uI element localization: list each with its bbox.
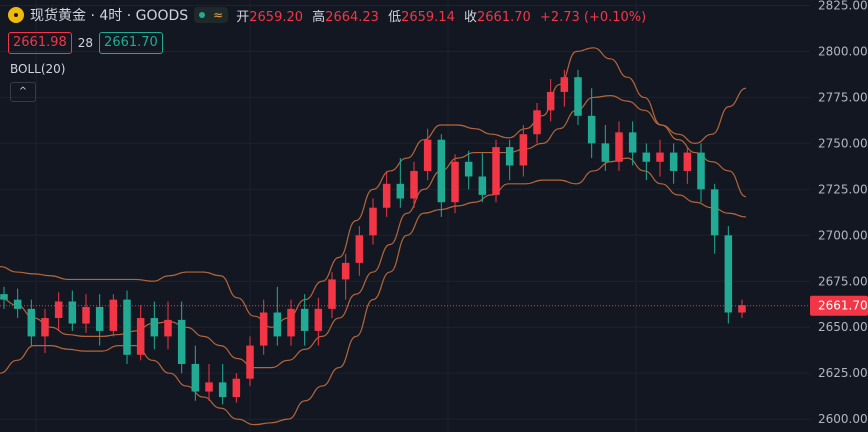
open-label: 开 [236, 9, 250, 25]
candle-body-52 [710, 189, 719, 236]
candle-body-17 [232, 378, 241, 398]
y-tick-label-9: 2600.00 [818, 412, 868, 426]
candle-body-47 [642, 152, 651, 162]
candle-body-19 [259, 312, 268, 346]
candle-body-30 [410, 170, 418, 199]
close-value: 2661.70 [477, 9, 531, 25]
candle-body-44 [601, 143, 610, 162]
symbol-header: 现货黄金 · 4时 · GOODS ≈ 开2659.20 高2664.23 低2… [8, 4, 651, 26]
y-axis-background [810, 0, 868, 432]
quote-boxes: 2661.98 28 2661.70 [8, 32, 163, 54]
y-tick-label-3: 2750.00 [818, 136, 868, 150]
candle-body-4 [54, 301, 63, 319]
low-value: 2659.14 [401, 9, 455, 25]
candle-body-12 [164, 319, 172, 337]
y-axis: 2825.00 2800.00 2775.00 2750.00 2725.00 2700.… [810, 0, 868, 432]
candle-body-26 [355, 235, 364, 263]
buy-price-button[interactable]: 2661.70 [99, 32, 163, 54]
candle-body-5 [68, 301, 77, 324]
candle-body-0 [0, 294, 8, 300]
candle-body-22 [300, 308, 309, 331]
market-status[interactable]: ≈ [194, 7, 229, 23]
candle-body-48 [656, 152, 664, 162]
candle-body-1 [13, 299, 22, 309]
candle-body-35 [478, 176, 487, 195]
candle-body-27 [369, 207, 377, 236]
spread-value: 28 [77, 36, 94, 50]
candle-body-11 [150, 318, 159, 337]
candle-body-29 [396, 183, 405, 199]
indicator-label[interactable]: BOLL(20) [10, 62, 66, 76]
candle-body-32 [437, 139, 446, 203]
collapse-indicators-button[interactable]: ^ [10, 82, 36, 102]
sell-price-button[interactable]: 2661.98 [8, 32, 72, 54]
candle-body-50 [683, 152, 692, 171]
candle-body-13 [177, 319, 186, 364]
candle-body-18 [246, 345, 254, 379]
candle-body-43 [587, 115, 596, 144]
y-tick-label-0: 2825.00 [818, 0, 868, 13]
candle-body-31 [423, 139, 432, 171]
candle-body-54 [738, 305, 746, 313]
candle-body-16 [218, 382, 227, 398]
y-tick-label-8: 2625.00 [818, 366, 868, 380]
candle-body-45 [615, 132, 623, 162]
candle-body-40 [546, 91, 555, 111]
y-tick-label-2: 2775.00 [818, 90, 868, 104]
candle-body-38 [519, 134, 528, 166]
candle-body-23 [314, 308, 323, 331]
gold-coin-icon [8, 7, 24, 23]
candle-body-6 [82, 306, 90, 324]
candle-body-25 [341, 262, 350, 280]
candle-body-39 [533, 110, 541, 135]
candle-body-14 [191, 363, 200, 392]
y-tick-label-5: 2700.00 [818, 228, 868, 242]
y-tick-label-4: 2725.00 [818, 182, 868, 196]
candle-body-15 [205, 382, 213, 392]
candle-body-8 [109, 299, 118, 331]
candle-body-49 [669, 152, 678, 171]
candle-body-37 [505, 147, 514, 166]
bollinger-lower-line [0, 157, 747, 426]
candle-body-46 [628, 132, 637, 153]
candle-body-34 [464, 161, 473, 177]
candle-body-3 [41, 318, 49, 337]
close-label: 收 [464, 9, 478, 25]
candles [0, 69, 746, 405]
candle-body-53 [724, 235, 733, 313]
ohlc-readout: 开2659.20 高2664.23 低2659.14 收2661.70 +2.7… [236, 6, 651, 25]
y-tick-label-6: 2675.00 [818, 274, 868, 288]
candle-body-42 [574, 77, 582, 116]
candle-body-36 [492, 147, 500, 195]
low-label: 低 [388, 9, 402, 25]
candle-body-41 [560, 77, 569, 92]
high-label: 高 [312, 9, 326, 25]
chevron-up-icon: ^ [18, 86, 28, 97]
candle-body-24 [328, 279, 336, 309]
candle-body-20 [273, 312, 282, 337]
candle-body-10 [136, 318, 145, 355]
candle-body-51 [697, 152, 705, 190]
bollinger-upper-line [0, 47, 747, 328]
candle-body-7 [95, 306, 104, 331]
symbol-title[interactable]: 现货黄金 · 4时 · GOODS [30, 8, 189, 24]
change-value: +2.73 (+0.10%) [539, 9, 647, 25]
candle-body-28 [382, 183, 391, 208]
y-tick-label-7: 2650.00 [818, 320, 868, 334]
last-price-label: 2661.70 [818, 299, 868, 313]
wave-icon: ≈ [213, 8, 224, 22]
market-open-dot-icon [199, 12, 206, 18]
y-tick-label-1: 2800.00 [818, 44, 868, 58]
candle-body-33 [451, 161, 459, 203]
candle-body-9 [123, 299, 131, 355]
candle-body-21 [287, 308, 295, 337]
open-value: 2659.20 [249, 9, 304, 25]
high-value: 2664.23 [325, 9, 379, 25]
last-price-tag [810, 295, 868, 316]
grid-lines [0, 0, 810, 432]
candle-body-2 [27, 308, 36, 337]
